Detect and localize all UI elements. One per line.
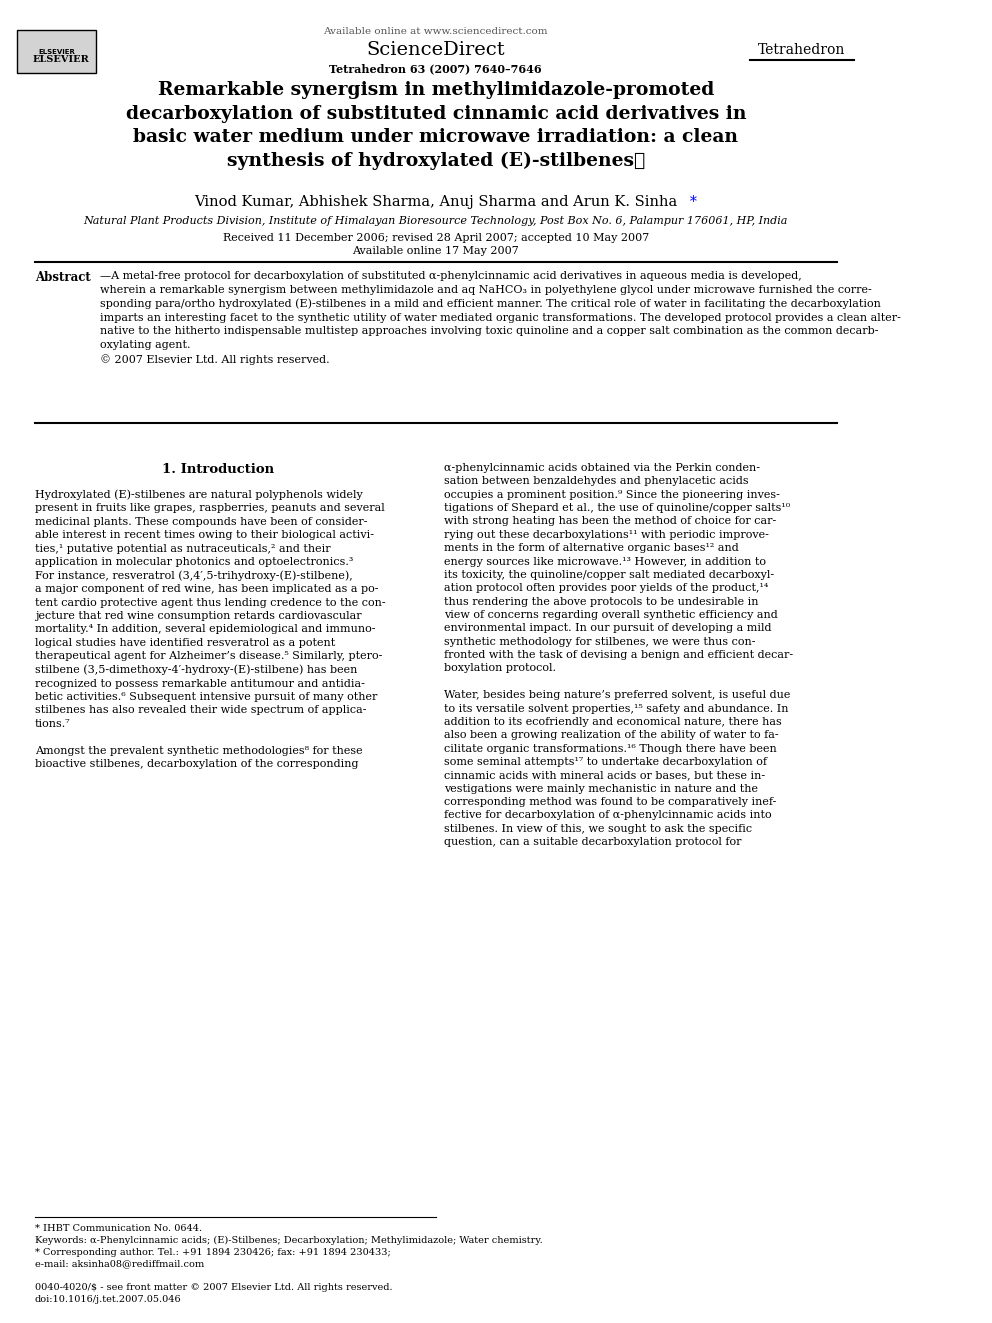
Text: Available online 17 May 2007: Available online 17 May 2007: [352, 246, 519, 257]
Text: * IHBT Communication No. 0644.
Keywords: α-Phenylcinnamic acids; (E)-Stilbenes; : * IHBT Communication No. 0644. Keywords:…: [35, 1224, 543, 1269]
Text: ELSEVIER: ELSEVIER: [33, 56, 89, 64]
Text: Vinod Kumar, Abhishek Sharma, Anuj Sharma and Arun K. Sinha: Vinod Kumar, Abhishek Sharma, Anuj Sharm…: [194, 196, 678, 209]
Text: Hydroxylated (E)-stilbenes are natural polyphenols widely
present in fruits like: Hydroxylated (E)-stilbenes are natural p…: [35, 490, 386, 769]
Bar: [18, 30, 96, 73]
Text: Received 11 December 2006; revised 28 April 2007; accepted 10 May 2007: Received 11 December 2006; revised 28 Ap…: [222, 233, 649, 243]
Text: Tetrahedron: Tetrahedron: [758, 44, 845, 57]
Text: Natural Plant Products Division, Institute of Himalayan Bioresource Technology, : Natural Plant Products Division, Institu…: [83, 216, 788, 226]
Text: Available online at www.sciencedirect.com: Available online at www.sciencedirect.co…: [323, 28, 548, 36]
Text: Abstract: Abstract: [35, 271, 90, 284]
Text: 1. Introduction: 1. Introduction: [162, 463, 274, 476]
Text: 0040-4020/$ - see front matter © 2007 Elsevier Ltd. All rights reserved.
doi:10.: 0040-4020/$ - see front matter © 2007 El…: [35, 1283, 393, 1304]
Text: Remarkable synergism in methylimidazole-promoted
decarboxylation of substituted : Remarkable synergism in methylimidazole-…: [126, 81, 746, 171]
Text: α-phenylcinnamic acids obtained via the Perkin conden-
sation between benzaldehy: α-phenylcinnamic acids obtained via the …: [444, 463, 794, 847]
Text: *: *: [690, 196, 697, 209]
Text: Tetrahedron 63 (2007) 7640–7646: Tetrahedron 63 (2007) 7640–7646: [329, 64, 542, 74]
Text: ELSEVIER: ELSEVIER: [39, 49, 75, 54]
Text: ScienceDirect: ScienceDirect: [366, 41, 505, 60]
Text: —A metal-free protocol for decarboxylation of substituted α-phenylcinnamic acid : —A metal-free protocol for decarboxylati…: [100, 271, 901, 365]
